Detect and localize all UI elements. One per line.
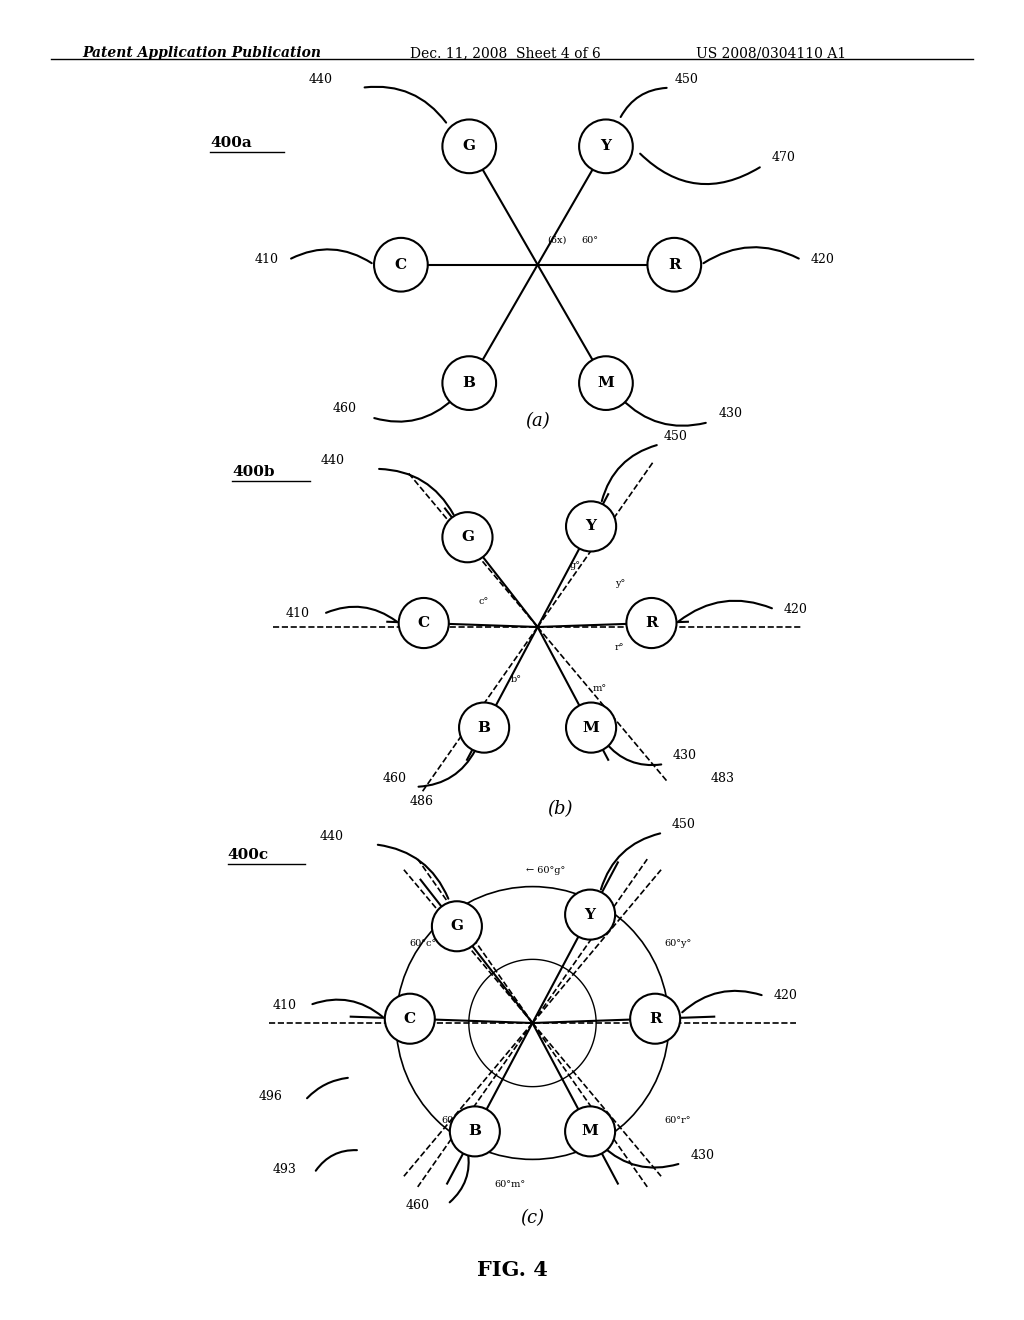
Text: 496: 496 [258,1090,283,1104]
Text: Y: Y [585,908,596,921]
Text: 420: 420 [783,603,808,616]
Circle shape [580,356,633,411]
Text: m°: m° [592,684,606,693]
Text: 483: 483 [711,772,735,785]
Circle shape [566,502,616,552]
Text: B: B [477,721,490,735]
Circle shape [580,120,633,173]
Text: (c): (c) [520,1209,545,1228]
Text: 440: 440 [321,454,344,467]
Text: 410: 410 [286,607,310,620]
Text: (b): (b) [548,800,573,818]
Text: c°: c° [478,597,488,606]
Text: M: M [582,1125,599,1138]
Text: 460: 460 [406,1199,429,1212]
Text: G: G [451,919,464,933]
Text: 493: 493 [272,1163,296,1176]
Text: y°: y° [615,579,626,587]
Text: (6x): (6x) [548,236,566,244]
Text: M: M [583,721,599,735]
Text: 60°m°: 60°m° [495,1180,525,1189]
Text: 450: 450 [674,73,698,86]
Text: 460: 460 [383,772,407,785]
Circle shape [398,598,449,648]
Circle shape [566,702,616,752]
Text: R: R [649,1011,662,1026]
Text: 400b: 400b [232,465,274,479]
Circle shape [630,994,680,1044]
Text: 400a: 400a [211,136,252,149]
Text: 430: 430 [718,408,742,420]
Text: r°: r° [615,643,625,652]
Text: M: M [598,376,614,391]
Circle shape [450,1106,500,1156]
Text: Patent Application Publication: Patent Application Publication [82,46,321,61]
Circle shape [385,994,435,1044]
Text: ← 60°g°: ← 60°g° [526,866,565,875]
Text: Y: Y [600,140,611,153]
Circle shape [442,120,496,173]
Circle shape [442,356,496,411]
Text: 450: 450 [672,818,696,832]
Text: Dec. 11, 2008  Sheet 4 of 6: Dec. 11, 2008 Sheet 4 of 6 [410,46,600,61]
Text: 420: 420 [811,253,835,267]
Text: G: G [463,140,476,153]
Text: 440: 440 [308,73,333,86]
Text: R: R [668,257,681,272]
Text: FIG. 4: FIG. 4 [476,1259,548,1280]
Text: 486: 486 [410,795,434,808]
Text: C: C [395,257,407,272]
Circle shape [627,598,677,648]
Text: 450: 450 [664,430,688,442]
Text: 420: 420 [773,990,798,1002]
Text: b°: b° [510,675,521,684]
Text: 60°r°: 60°r° [665,1115,691,1125]
Text: 60°c°: 60°c° [410,939,437,948]
Circle shape [432,902,482,952]
Text: G: G [461,531,474,544]
Circle shape [374,238,428,292]
Text: 430: 430 [673,750,697,763]
Text: R: R [645,616,657,630]
Text: 460: 460 [333,403,357,416]
Text: 400c: 400c [228,847,269,862]
Text: 430: 430 [690,1148,714,1162]
Text: B: B [468,1125,481,1138]
Text: Y: Y [586,519,597,533]
Text: g°: g° [569,561,581,570]
Text: (a): (a) [525,412,550,430]
Text: 60°: 60° [582,236,599,244]
Text: 470: 470 [772,150,796,164]
Text: 440: 440 [319,830,343,843]
Circle shape [565,1106,615,1156]
Circle shape [459,702,509,752]
Text: 60°y°: 60°y° [665,939,691,948]
Circle shape [442,512,493,562]
Text: C: C [403,1011,416,1026]
Text: 60°b°: 60°b° [441,1115,470,1125]
Text: 410: 410 [272,998,296,1011]
Circle shape [565,890,615,940]
Text: US 2008/0304110 A1: US 2008/0304110 A1 [696,46,847,61]
Text: C: C [418,616,430,630]
Text: 410: 410 [255,253,279,267]
Circle shape [647,238,701,292]
Text: B: B [463,376,476,391]
